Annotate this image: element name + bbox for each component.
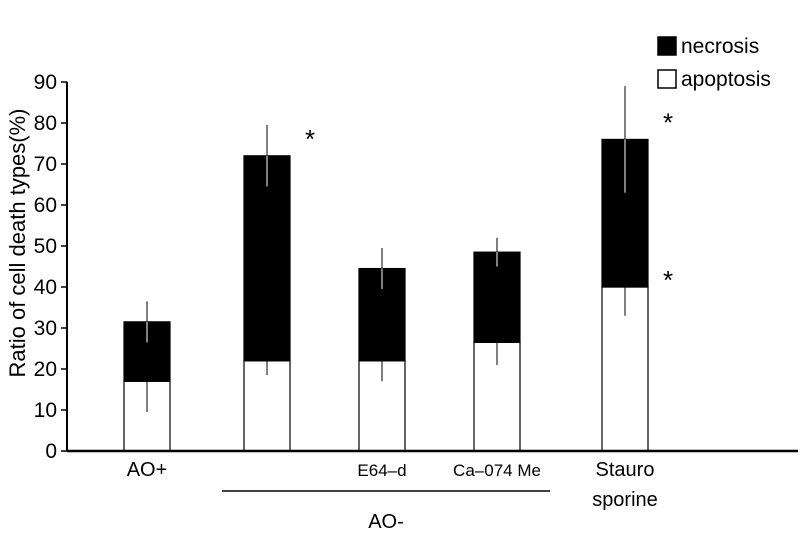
legend: necrosis apoptosis [657,35,771,91]
y-axis-label: Ratio of cell death types(%) [5,108,30,377]
legend-label-necrosis: necrosis [681,35,759,58]
x-category-label: E64–d [357,461,406,480]
significance-asterisk: * [663,107,673,137]
group-label: AO- [368,511,404,533]
legend-label-apoptosis: apoptosis [681,68,771,91]
legend-swatch-necrosis [657,36,677,56]
x-axis: AO+ E64–d Ca–074 Me Stauro sporine AO- [67,449,798,533]
significance-asterisk: * [305,124,315,154]
y-tick-label: 40 [34,276,57,299]
y-tick-label: 30 [34,317,57,340]
y-tick-label: 10 [34,399,57,422]
y-tick-label: 60 [34,194,57,217]
y-axis: 0 10 20 30 40 50 60 70 80 90 [34,71,68,463]
significance-asterisk: * [663,265,673,295]
y-tick-label: 20 [34,358,57,381]
bar-apoptosis [243,360,291,452]
x-category-label: sporine [592,489,658,511]
x-category-label: Stauro [596,459,655,481]
x-category-label: Ca–074 Me [453,461,541,480]
y-tick-label: 70 [34,153,57,176]
y-tick-label: 0 [45,440,57,463]
bar-necrosis [243,155,291,362]
bars [123,138,649,452]
legend-swatch-apoptosis [657,69,677,89]
significance-markers: * * * [305,107,673,295]
y-tick-label: 50 [34,235,57,258]
error-bars [146,86,626,413]
y-tick-label: 80 [34,112,57,135]
x-category-label: AO+ [127,459,168,481]
y-tick-label: 90 [34,71,57,94]
